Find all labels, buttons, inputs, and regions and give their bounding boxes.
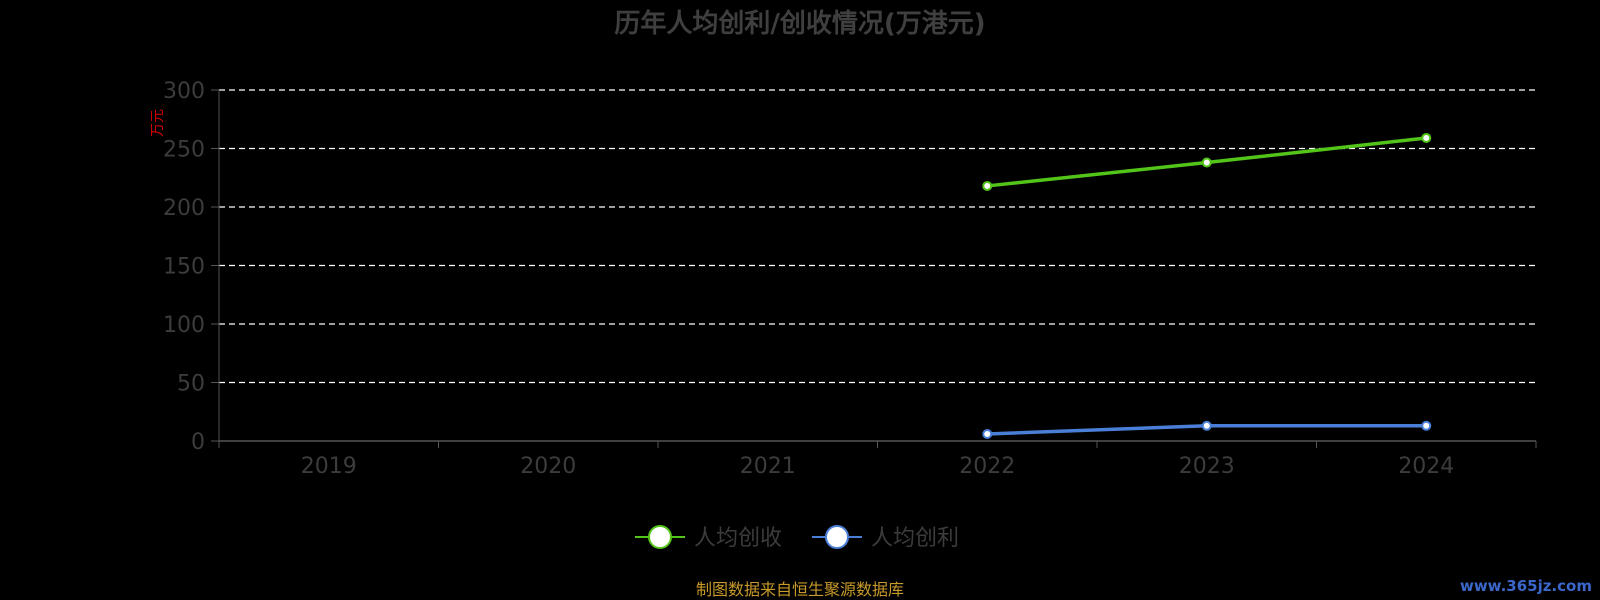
data-point[interactable] <box>1201 157 1212 168</box>
data-point[interactable] <box>1201 420 1212 431</box>
y-tick-label: 200 <box>163 196 205 221</box>
legend-item-1[interactable]: 人均创利 <box>812 525 959 551</box>
series-0 <box>982 132 1432 191</box>
y-tick-label: 150 <box>163 255 205 280</box>
legend-label: 人均创利 <box>871 526 959 551</box>
axes: 0 50 100 150 200 250 300 2019 2020 2021 2022 2023 20… <box>163 79 1537 479</box>
x-tick-label: 2019 <box>301 454 357 479</box>
y-tick-label: 300 <box>163 79 205 104</box>
series-1 <box>982 420 1432 439</box>
legend-marker <box>825 525 849 549</box>
series-layer <box>982 132 1432 439</box>
x-tick-label: 2024 <box>1398 454 1454 479</box>
y-tick-label: 250 <box>163 138 205 163</box>
data-point[interactable] <box>1421 132 1432 143</box>
y-tick-label: 100 <box>163 313 205 338</box>
legend[interactable]: 人均创收 人均创利 <box>635 525 959 551</box>
grid-lines <box>219 89 1536 384</box>
y-axis-unit: 万元 <box>150 109 166 137</box>
watermark: www.365jz.com <box>1460 577 1592 595</box>
data-point[interactable] <box>982 180 993 191</box>
data-point[interactable] <box>1421 420 1432 431</box>
data-point[interactable] <box>982 428 993 439</box>
legend-item-0[interactable]: 人均创收 <box>635 525 782 551</box>
x-tick-label: 2022 <box>959 454 1015 479</box>
legend-label: 人均创收 <box>694 526 782 551</box>
data-source-note: 制图数据来自恒生聚源数据库 <box>696 580 904 599</box>
x-tick-label: 2020 <box>520 454 576 479</box>
legend-marker <box>648 525 672 549</box>
y-tick-label: 0 <box>191 430 205 455</box>
x-tick-label: 2021 <box>740 454 796 479</box>
x-tick-label: 2023 <box>1179 454 1235 479</box>
y-tick-label: 50 <box>177 372 205 397</box>
chart-title: 历年人均创利/创收情况(万港元) <box>614 8 985 39</box>
